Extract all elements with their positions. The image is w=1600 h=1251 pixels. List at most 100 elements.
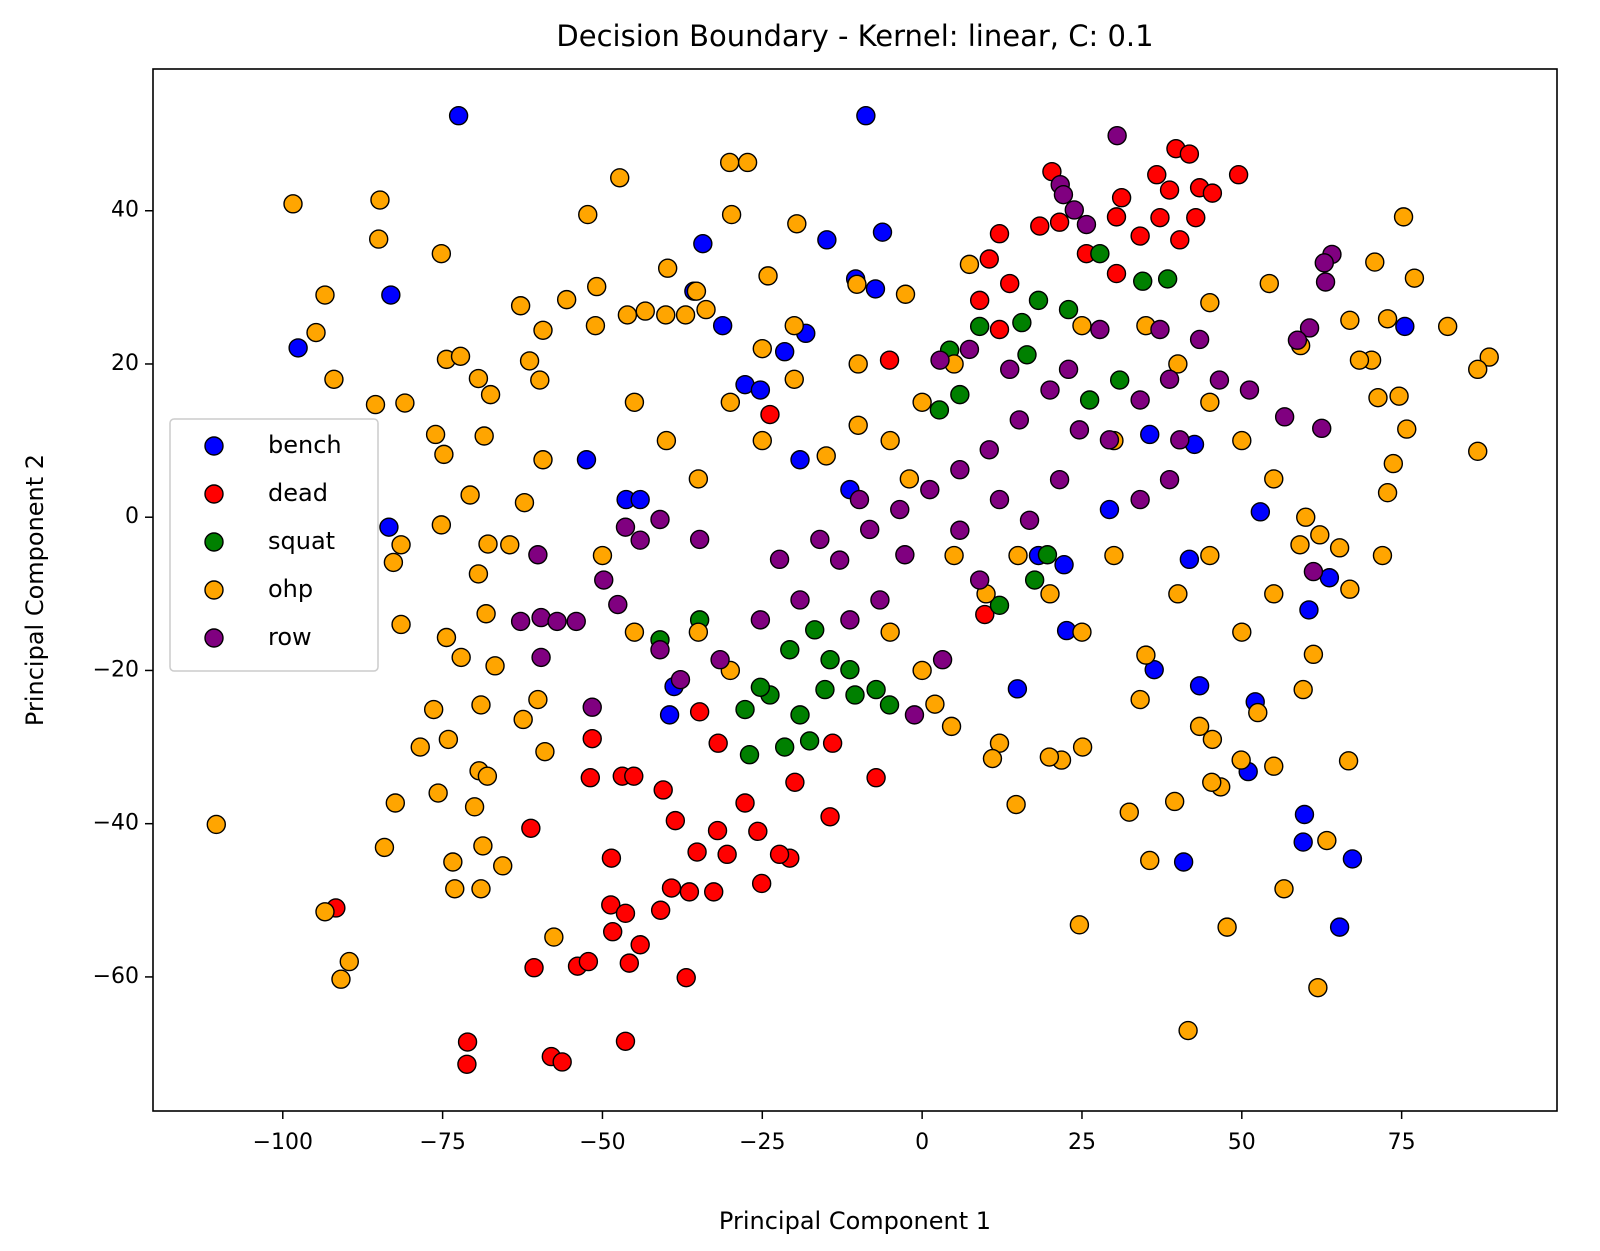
point xyxy=(450,346,471,367)
point xyxy=(1099,499,1120,520)
point xyxy=(679,882,700,902)
point xyxy=(592,545,613,566)
point xyxy=(769,844,790,865)
point xyxy=(602,922,623,942)
point xyxy=(879,350,900,370)
point xyxy=(365,394,386,415)
point xyxy=(1040,380,1060,400)
point xyxy=(480,384,501,405)
point xyxy=(1130,390,1150,410)
point xyxy=(1168,584,1188,604)
point xyxy=(544,927,564,947)
point xyxy=(941,716,962,737)
point xyxy=(950,384,970,405)
point xyxy=(513,709,533,730)
point xyxy=(708,733,728,753)
point xyxy=(650,900,671,920)
point xyxy=(206,814,226,835)
point xyxy=(784,315,804,336)
point xyxy=(1008,545,1028,566)
point xyxy=(895,284,916,304)
point xyxy=(872,222,893,242)
x-tick-label: 25 xyxy=(1068,1130,1096,1155)
point xyxy=(1468,359,1488,380)
point xyxy=(445,879,465,899)
point xyxy=(1383,453,1404,474)
point xyxy=(688,622,709,642)
point xyxy=(1365,252,1385,272)
point xyxy=(431,515,452,535)
point xyxy=(391,535,411,555)
point xyxy=(1150,207,1170,228)
point xyxy=(1054,555,1074,575)
point xyxy=(719,152,740,173)
point xyxy=(895,545,915,565)
point xyxy=(866,679,886,700)
point xyxy=(576,450,597,470)
point xyxy=(533,320,553,340)
point xyxy=(1397,419,1417,439)
point xyxy=(1017,345,1037,365)
point xyxy=(1009,410,1030,430)
point xyxy=(630,935,650,955)
points xyxy=(206,106,1499,1074)
point xyxy=(552,1052,572,1072)
point xyxy=(1049,212,1070,232)
point xyxy=(1299,318,1320,338)
point xyxy=(1159,180,1180,200)
point xyxy=(790,705,810,725)
legend-label: dead xyxy=(268,479,328,507)
point xyxy=(1468,441,1488,462)
y-tick-label: 20 xyxy=(111,351,139,376)
point xyxy=(979,249,999,269)
point xyxy=(1019,510,1040,530)
point xyxy=(1090,243,1110,264)
point xyxy=(556,289,577,310)
point xyxy=(1264,756,1284,776)
point xyxy=(1106,263,1127,284)
point xyxy=(1039,747,1060,767)
point xyxy=(1202,729,1223,750)
point xyxy=(1372,545,1393,566)
point xyxy=(531,607,551,628)
point xyxy=(1140,424,1160,445)
point xyxy=(1130,489,1150,510)
point xyxy=(659,705,680,725)
point xyxy=(1164,791,1185,812)
point xyxy=(1314,253,1334,273)
point xyxy=(1000,359,1020,380)
point xyxy=(410,737,430,757)
point xyxy=(1090,319,1110,340)
point xyxy=(580,768,601,788)
point xyxy=(1296,507,1316,527)
point xyxy=(1329,538,1350,558)
point xyxy=(817,230,837,250)
plot-frame xyxy=(152,68,1558,1112)
legend-marker xyxy=(204,532,224,552)
point xyxy=(717,844,737,865)
point xyxy=(912,660,932,681)
point xyxy=(1072,622,1092,642)
point xyxy=(306,322,326,343)
point xyxy=(601,848,622,868)
point xyxy=(1437,316,1458,337)
point xyxy=(615,903,636,924)
point xyxy=(1058,359,1079,380)
point xyxy=(979,440,999,460)
point xyxy=(1007,679,1028,699)
point xyxy=(920,479,940,500)
point xyxy=(845,685,865,705)
point xyxy=(912,392,932,412)
point xyxy=(1159,369,1180,390)
point xyxy=(331,969,351,989)
point xyxy=(1404,268,1425,288)
y-tick-label: 0 xyxy=(125,504,139,529)
point xyxy=(1231,750,1251,770)
point xyxy=(675,305,696,325)
point xyxy=(288,338,308,358)
point xyxy=(436,627,457,648)
point xyxy=(688,469,709,489)
point xyxy=(471,879,491,899)
point xyxy=(704,882,724,902)
